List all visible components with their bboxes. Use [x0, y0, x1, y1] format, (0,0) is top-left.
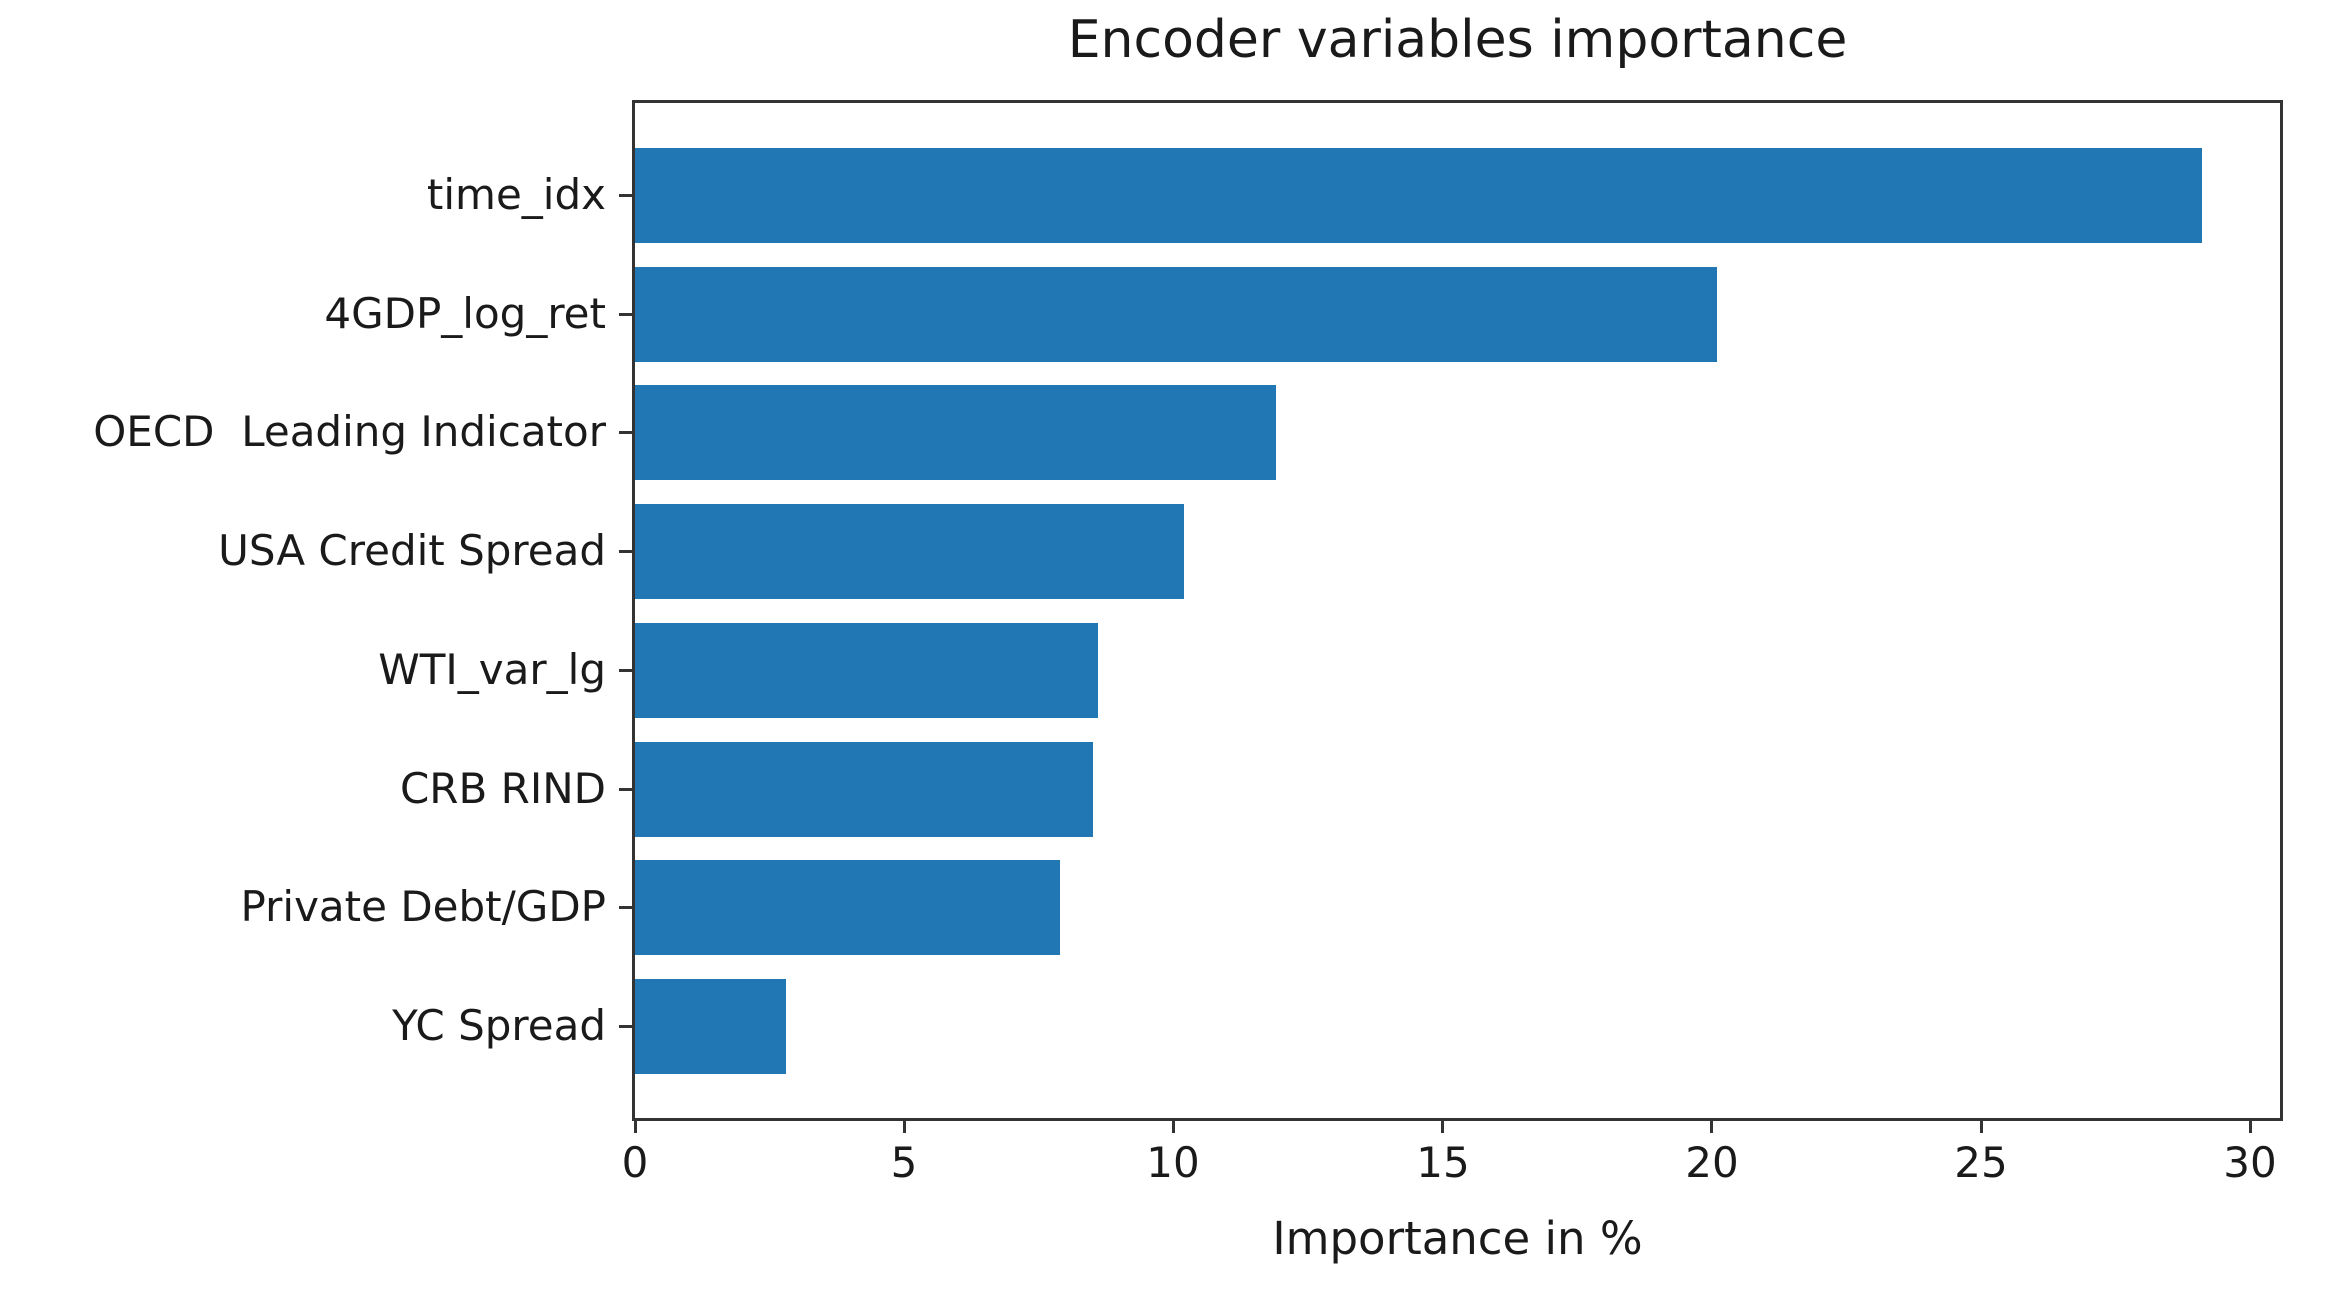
y-axis-label: OECD Leading Indicator [93, 407, 606, 456]
y-axis-label: USA Credit Spread [218, 526, 606, 575]
bar [635, 859, 1060, 955]
x-tick-mark [2249, 1118, 2252, 1133]
y-tick-mark [619, 194, 633, 197]
y-tick-mark [619, 550, 633, 553]
bar [635, 741, 1093, 837]
x-tick-mark [903, 1118, 906, 1133]
y-tick-mark [619, 313, 633, 316]
plot-area [632, 100, 2283, 1121]
x-tick-label: 5 [890, 1138, 918, 1187]
x-tick-label: 15 [1416, 1138, 1470, 1187]
y-axis-label: 4GDP_log_ret [324, 289, 606, 338]
bar [635, 147, 2202, 243]
x-tick-mark [1980, 1118, 1983, 1133]
bar [635, 384, 1276, 480]
bar [635, 978, 786, 1074]
y-axis-label: CRB RIND [399, 764, 606, 813]
x-tick-mark [1710, 1118, 1713, 1133]
x-tick-label: 0 [621, 1138, 649, 1187]
y-axis-label: Private Debt/GDP [240, 882, 606, 931]
y-axis-label: YC Spread [392, 1001, 606, 1050]
bar [635, 622, 1098, 718]
x-tick-mark [1172, 1118, 1175, 1133]
y-tick-mark [619, 1025, 633, 1028]
chart-title: Encoder variables importance [1067, 10, 1848, 70]
bar [635, 266, 1717, 362]
y-tick-mark [619, 431, 633, 434]
x-tick-label: 20 [1685, 1138, 1739, 1187]
x-axis-label: Importance in % [1272, 1212, 1643, 1265]
bar [635, 503, 1184, 599]
y-axis-label: WTI_var_lg [378, 645, 606, 694]
x-tick-mark [1441, 1118, 1444, 1133]
y-tick-mark [619, 788, 633, 791]
x-tick-mark [634, 1118, 637, 1133]
x-tick-label: 10 [1146, 1138, 1200, 1187]
x-tick-label: 30 [2223, 1138, 2277, 1187]
x-tick-label: 25 [1954, 1138, 2008, 1187]
y-tick-mark [619, 669, 633, 672]
y-tick-mark [619, 906, 633, 909]
y-axis-label: time_idx [426, 170, 606, 219]
